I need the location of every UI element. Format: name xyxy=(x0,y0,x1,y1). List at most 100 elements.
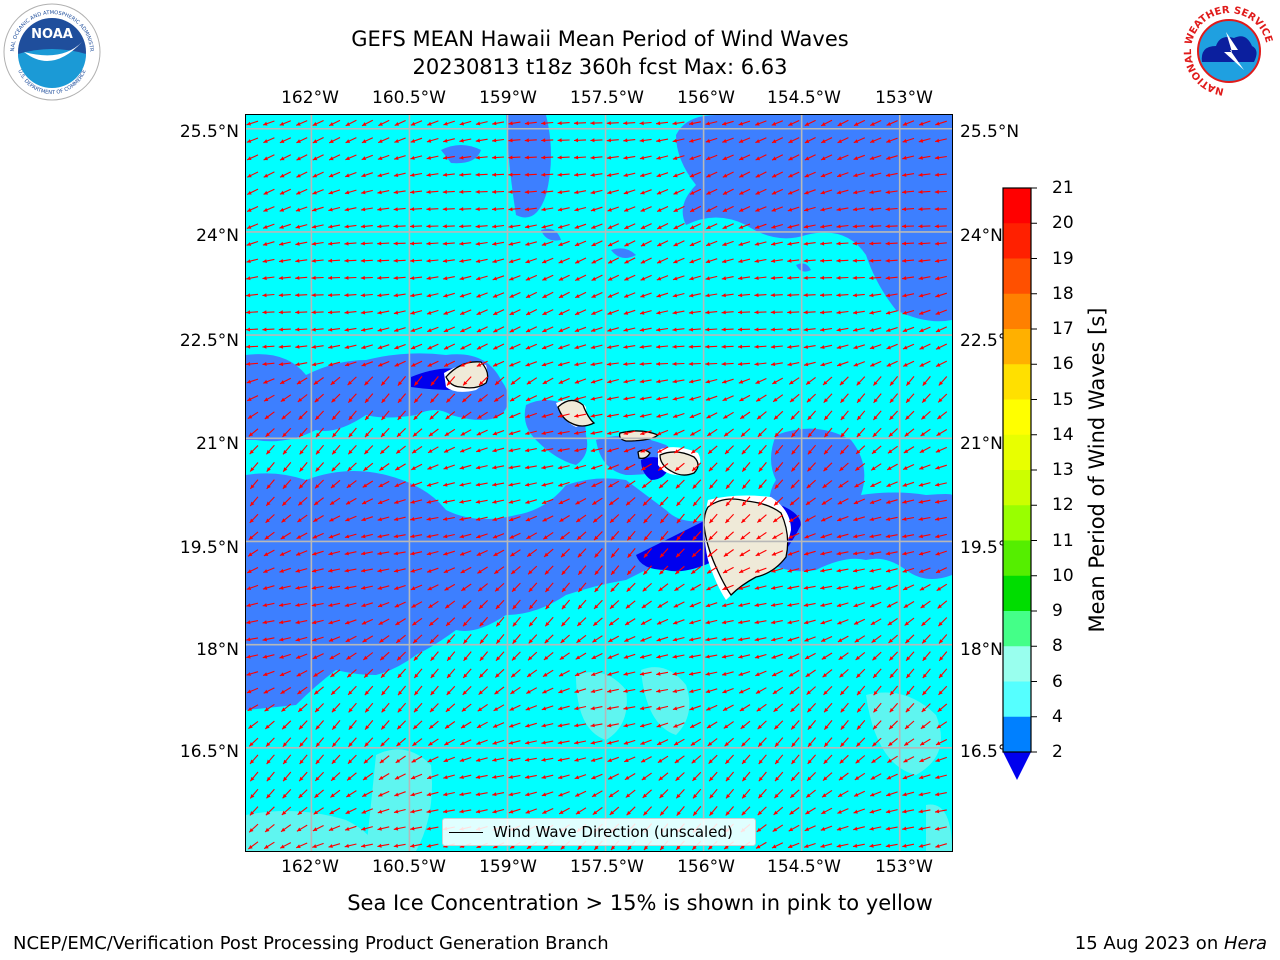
wave-direction-arrowhead xyxy=(445,415,450,420)
wave-direction-arrowhead xyxy=(857,690,862,696)
wave-direction-arrowhead xyxy=(250,467,255,472)
wave-direction-arrowhead xyxy=(542,517,547,522)
wave-direction-arrowhead xyxy=(574,172,579,177)
wave-direction-arrowhead xyxy=(266,467,271,472)
wave-direction-arrowhead xyxy=(476,328,482,333)
wave-direction-arrowhead xyxy=(673,190,678,195)
wave-direction-arrowhead xyxy=(773,810,778,815)
map-legend: Wind Wave Direction (unscaled) xyxy=(442,818,756,846)
wave-direction-arrowhead xyxy=(478,587,483,592)
lat-tick-right: 18°N xyxy=(960,640,1003,660)
wave-direction-arrowhead xyxy=(758,450,763,455)
wave-direction-arrowhead xyxy=(410,207,415,212)
wave-direction-arrowhead xyxy=(492,189,497,194)
wave-direction-arrowhead xyxy=(559,517,564,522)
wave-direction-arrowhead xyxy=(754,344,759,349)
wave-direction-arrowhead xyxy=(476,844,481,848)
wave-direction-arrowhead xyxy=(656,276,662,281)
wave-direction-arrowhead xyxy=(315,432,320,438)
wave-direction-arrowhead xyxy=(590,362,595,367)
wave-direction-arrowhead xyxy=(525,775,530,779)
island-niihau-kauai xyxy=(445,361,489,389)
wave-direction-arrowhead xyxy=(673,259,678,264)
wave-direction-arrowhead xyxy=(857,415,862,420)
wave-direction-arrowhead xyxy=(446,398,451,403)
wave-direction-arrowhead xyxy=(607,758,612,762)
wave-direction-arrowhead xyxy=(771,241,776,246)
colorbar-tick-label: 9 xyxy=(1052,601,1063,621)
wave-direction-arrowhead xyxy=(656,293,661,298)
wave-direction-arrowhead xyxy=(509,414,514,418)
wave-direction-arrowhead xyxy=(525,706,531,711)
wave-direction-arrowhead xyxy=(331,467,336,472)
wave-direction-arrowhead xyxy=(476,311,482,315)
lon-tick-top: 153°W xyxy=(875,88,933,108)
wave-direction-arrowhead xyxy=(328,568,333,573)
wave-direction-arrowhead xyxy=(377,224,382,229)
wave-direction-arrowhead xyxy=(394,139,399,143)
wave-direction-arrowhead xyxy=(906,656,911,661)
wave-direction-arrowhead xyxy=(558,294,564,298)
wave-direction-arrowhead xyxy=(689,242,695,246)
wave-direction-arrowhead xyxy=(854,638,860,643)
wave-direction-arrowhead xyxy=(250,484,255,489)
wave-direction-arrowhead xyxy=(592,500,597,505)
wave-direction-arrowhead xyxy=(541,448,546,453)
wave-direction-arrowhead xyxy=(558,242,563,246)
wave-direction-arrowhead xyxy=(643,518,648,524)
wave-direction-arrowhead xyxy=(934,207,939,212)
wave-direction-arrowhead xyxy=(611,570,616,575)
wave-direction-arrowhead xyxy=(591,225,596,229)
lat-tick-left: 18°N xyxy=(196,640,239,660)
wave-direction-arrowhead xyxy=(328,224,333,229)
wave-direction-arrowhead xyxy=(675,570,680,575)
wave-direction-arrowhead xyxy=(279,620,284,625)
field-6-8s xyxy=(246,667,952,851)
wave-direction-arrowhead xyxy=(475,241,480,246)
wave-direction-arrowhead xyxy=(529,622,534,627)
wave-direction-arrowhead xyxy=(262,620,267,625)
wave-direction-arrowhead xyxy=(656,190,662,195)
wave-direction-arrowhead xyxy=(607,207,612,212)
wave-direction-arrowhead xyxy=(872,742,877,747)
wave-direction-arrowhead xyxy=(791,776,796,781)
wave-direction-arrowhead xyxy=(344,310,349,315)
wave-direction-arrowhead xyxy=(542,294,547,298)
wave-direction-arrowhead xyxy=(738,259,743,263)
wave-direction-arrowhead xyxy=(311,344,316,349)
wave-direction-arrowhead xyxy=(721,327,726,332)
wave-direction-arrowhead xyxy=(348,432,353,438)
wave-direction-arrowhead xyxy=(709,794,714,799)
wave-direction-arrowhead xyxy=(542,259,547,264)
wave-direction-arrowhead xyxy=(757,810,762,816)
wave-direction-arrowhead xyxy=(938,381,943,386)
wave-direction-arrowhead xyxy=(607,672,612,676)
wave-direction-arrowhead xyxy=(902,293,907,298)
wave-direction-arrowhead xyxy=(459,792,464,797)
wave-direction-arrowhead xyxy=(676,811,681,816)
wave-direction-arrowhead xyxy=(754,620,759,625)
wave-direction-arrowhead xyxy=(804,156,810,161)
wave-direction-arrowhead xyxy=(590,758,596,762)
wave-direction-arrowhead xyxy=(886,500,891,504)
wave-direction-arrowhead xyxy=(410,241,415,246)
wave-direction-arrowhead xyxy=(803,275,808,280)
wave-direction-arrowhead xyxy=(430,673,435,678)
wave-direction-arrowhead xyxy=(344,190,350,195)
wave-direction-arrowhead xyxy=(377,293,382,298)
wave-direction-arrowhead xyxy=(525,500,530,504)
wave-direction-arrowhead xyxy=(836,534,842,539)
wave-direction-arrowhead xyxy=(381,725,386,730)
wave-direction-arrowhead xyxy=(475,138,480,143)
wave-direction-arrowhead xyxy=(722,190,728,195)
wave-direction-arrowhead xyxy=(477,707,483,712)
wave-direction-arrowhead xyxy=(560,638,565,643)
wave-direction-arrowhead xyxy=(282,725,287,730)
wave-direction-arrowhead xyxy=(820,603,825,607)
wave-direction-arrowhead xyxy=(886,792,891,797)
wave-direction-arrowhead xyxy=(676,793,681,799)
legend-label: Wind Wave Direction (unscaled) xyxy=(493,823,733,841)
lon-tick-top: 162°W xyxy=(281,88,339,108)
wave-direction-arrowhead xyxy=(658,587,663,592)
wave-direction-arrowhead xyxy=(332,432,337,438)
